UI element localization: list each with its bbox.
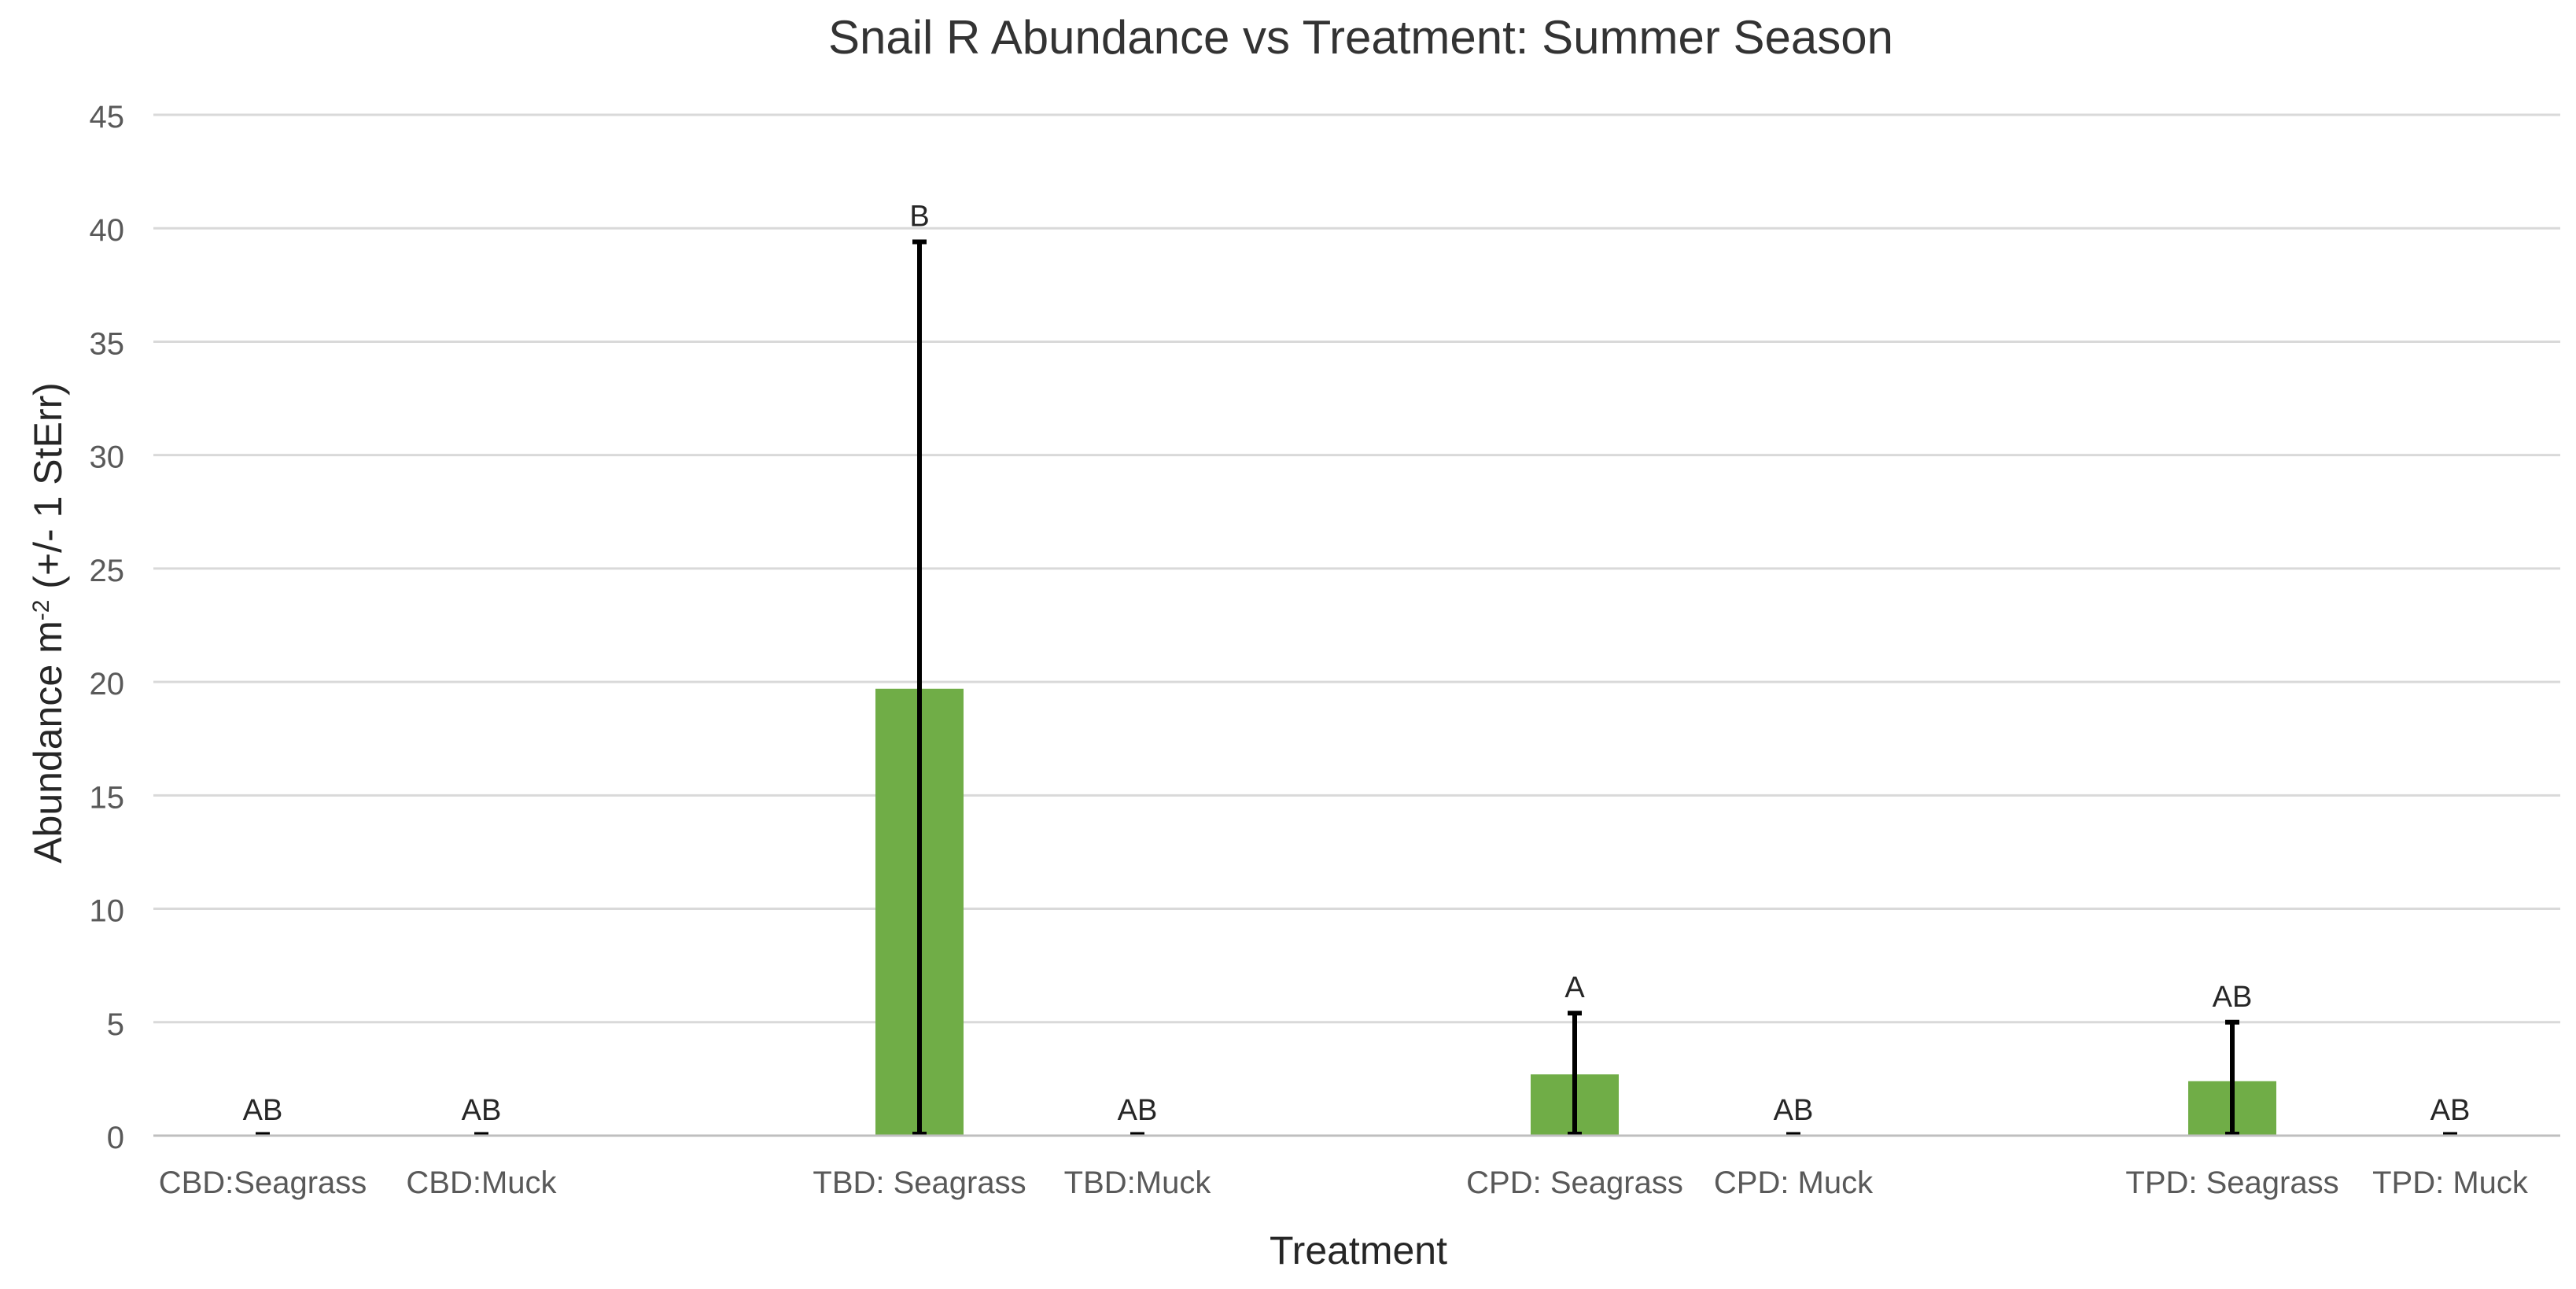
x-tick-label: CBD:Seagrass [159, 1166, 367, 1200]
significance-letter: AB [1774, 1094, 1814, 1127]
y-axis-ticks: 0 5 10 15 20 25 30 35 40 45 [90, 100, 125, 1155]
error-bars [256, 239, 2457, 1136]
y-tick-label: 35 [90, 326, 125, 361]
significance-letter: AB [1118, 1094, 1158, 1127]
chart-title: Snail R Abundance vs Treatment: Summer S… [828, 11, 1893, 64]
x-tick-label: TPD: Seagrass [2125, 1166, 2338, 1200]
y-tick-label: 30 [90, 440, 125, 475]
significance-letter: B [909, 201, 929, 234]
x-tick-label: CBD:Muck [406, 1166, 557, 1200]
y-axis-title-tail: (+/- 1 StErr) [26, 382, 70, 599]
x-axis-title: Treatment [1270, 1228, 1447, 1272]
x-tick-label: TBD: Seagrass [813, 1166, 1026, 1200]
y-axis-title-superscript: -2 [28, 600, 54, 621]
x-axis-ticks: CBD:Seagrass CBD:Muck TBD: Seagrass TBD:Muc… [159, 1166, 2529, 1200]
gridlines [153, 113, 2560, 1024]
significance-letters: AB AB B AB A AB AB AB [243, 201, 2471, 1127]
significance-letter: AB [2213, 981, 2253, 1014]
significance-letter: AB [2430, 1094, 2471, 1127]
x-tick-label: CPD: Seagrass [1466, 1166, 1683, 1200]
y-tick-label: 25 [90, 554, 125, 588]
y-axis-title-main: Abundance m [26, 621, 70, 864]
y-tick-label: 15 [90, 780, 125, 815]
x-tick-label: TPD: Muck [2372, 1166, 2529, 1200]
y-tick-label: 0 [107, 1121, 124, 1155]
significance-letter: A [1564, 971, 1585, 1004]
y-tick-label: 5 [107, 1007, 124, 1042]
significance-letter: AB [462, 1094, 502, 1127]
y-tick-label: 45 [90, 100, 125, 134]
y-tick-label: 40 [90, 213, 125, 248]
x-tick-label: TBD:Muck [1064, 1166, 1212, 1200]
y-tick-label: 20 [90, 667, 125, 702]
y-axis-title: Abundance m-2 (+/- 1 StErr) [26, 382, 70, 864]
significance-letter: AB [243, 1094, 283, 1127]
x-tick-label: CPD: Muck [1714, 1166, 1874, 1200]
y-tick-label: 10 [90, 894, 125, 929]
